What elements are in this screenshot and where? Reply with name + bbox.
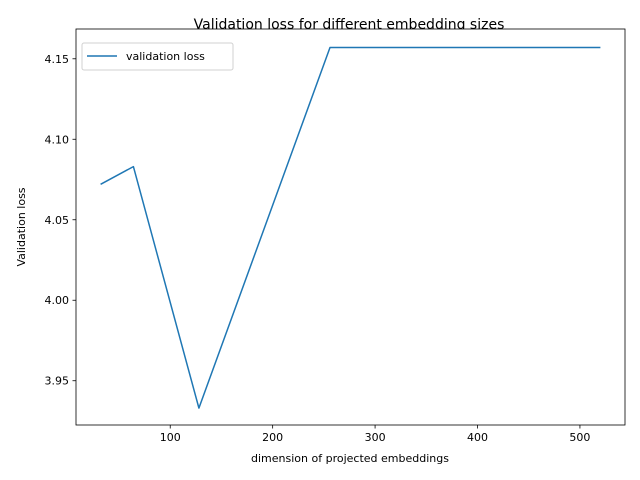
series-line (100, 46, 601, 409)
x-tick-label: 300 (365, 431, 386, 444)
y-tick-label: 4.05 (45, 214, 70, 227)
y-axis-label: Validation loss (15, 187, 28, 266)
y-tick-label: 4.10 (45, 133, 70, 146)
y-tick-label: 3.95 (45, 375, 70, 388)
x-tick-label: 200 (262, 431, 283, 444)
x-tick-label: 500 (569, 431, 590, 444)
legend: validation loss (81, 42, 234, 71)
y-tick-label: 4.00 (45, 294, 70, 307)
y-axis-ticks: 3.95 4.00 4.05 4.10 4.15 (45, 53, 76, 388)
x-tick-label: 100 (160, 431, 181, 444)
x-axis-label: dimension of projected embeddings (251, 452, 449, 465)
plot-area (75, 28, 626, 426)
series-layer (100, 46, 601, 409)
legend-label: validation loss (126, 50, 205, 63)
x-tick-label: 400 (467, 431, 488, 444)
x-axis-ticks: 100 200 300 400 500 (160, 425, 590, 444)
legend-box (81, 42, 234, 71)
y-tick-label: 4.15 (45, 53, 70, 66)
